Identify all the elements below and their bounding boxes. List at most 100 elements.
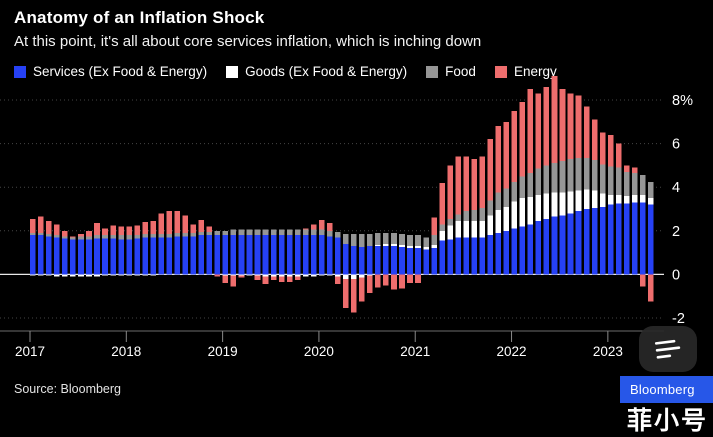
- bar-segment: [639, 274, 646, 287]
- bar-segment: [246, 229, 253, 236]
- bar-segment: [302, 229, 309, 236]
- y-tick-label: 8%: [672, 93, 693, 109]
- bar-segment: [511, 110, 518, 182]
- bar-segment: [70, 274, 76, 277]
- bar-segment: [126, 235, 132, 240]
- bar-segment: [583, 189, 590, 209]
- bar-segment: [30, 235, 36, 275]
- bar-segment: [343, 243, 349, 275]
- bar-segment: [326, 223, 333, 231]
- bar-segment: [407, 248, 413, 275]
- legend-item: Energy: [494, 64, 557, 79]
- legend-item: Services (Ex Food & Energy): [14, 64, 207, 79]
- bar-segment: [318, 235, 325, 275]
- bar-segment: [463, 211, 469, 221]
- bar-segment: [607, 194, 614, 205]
- bar-segment: [286, 274, 293, 277]
- bar-segment: [334, 276, 341, 285]
- bar-segment: [487, 200, 494, 216]
- bar-segment: [519, 102, 526, 177]
- bar-segment: [262, 276, 269, 285]
- bar-segment: [222, 230, 229, 236]
- bar-segment: [567, 158, 574, 192]
- bar-segment: [30, 218, 36, 233]
- bar-segment: [126, 226, 132, 236]
- bar-segment: [647, 204, 654, 275]
- bar-segment: [375, 232, 381, 245]
- bar-segment: [647, 198, 654, 205]
- bar-segment: [583, 157, 590, 190]
- bar-segment: [166, 237, 173, 275]
- bar-segment: [110, 274, 116, 276]
- bar-segment: [326, 236, 333, 275]
- bar-segment: [415, 235, 421, 247]
- bar-segment: [302, 274, 309, 277]
- bar-segment: [102, 235, 108, 239]
- bar-segment: [591, 207, 598, 275]
- watermark-text: 菲小号: [626, 407, 708, 435]
- bar-segment: [375, 246, 381, 275]
- bar-segment: [190, 232, 197, 237]
- x-tick-label: 2018: [111, 344, 141, 359]
- bar-segment: [343, 234, 349, 244]
- bar-segment: [166, 234, 173, 238]
- bar-segment: [639, 175, 646, 195]
- bar-segment: [198, 235, 205, 275]
- legend-item: Goods (Ex Food & Energy): [226, 64, 407, 79]
- bar-segment: [495, 232, 502, 275]
- bar-segment: [631, 173, 638, 195]
- legend-swatch: [494, 65, 507, 78]
- bar-segment: [94, 235, 100, 239]
- bar-segment: [479, 237, 486, 275]
- bar-segment: [479, 220, 486, 238]
- bar-segment: [294, 276, 301, 280]
- bar-segment: [94, 223, 100, 236]
- legend-label: Food: [445, 64, 476, 79]
- bar-segment: [623, 171, 630, 196]
- bar-segment: [623, 165, 630, 172]
- bar-segment: [70, 236, 76, 238]
- bar-segment: [583, 106, 590, 158]
- bar-segment: [423, 247, 429, 250]
- bar-segment: [254, 275, 261, 280]
- bar-segment: [575, 190, 582, 212]
- bar-segment: [431, 217, 437, 236]
- bar-segment: [158, 213, 165, 235]
- bar-segment: [431, 248, 437, 275]
- bar-segment: [503, 206, 510, 231]
- bar-segment: [142, 274, 148, 276]
- bar-segment: [70, 237, 76, 240]
- bar-segment: [334, 231, 341, 238]
- y-tick-label: 2: [672, 224, 680, 240]
- legend-swatch: [226, 65, 239, 78]
- share-button[interactable]: [639, 326, 697, 372]
- bar-segment: [78, 234, 84, 237]
- bar-segment: [415, 248, 421, 275]
- bar-segment: [383, 232, 389, 244]
- bar-segment: [134, 274, 140, 276]
- bar-segment: [126, 239, 132, 275]
- bar-segment: [158, 237, 165, 275]
- bar-segment: [86, 274, 92, 277]
- bar-segment: [310, 224, 317, 230]
- bar-segment: [423, 237, 429, 248]
- bar-segment: [527, 89, 534, 174]
- bar-segment: [46, 234, 52, 237]
- bar-segment: [431, 235, 437, 245]
- bar-segment: [30, 232, 36, 236]
- bar-segment: [78, 239, 84, 275]
- bar-segment: [294, 235, 301, 275]
- bar-segment: [62, 238, 68, 275]
- bar-segment: [575, 95, 582, 158]
- bar-segment: [599, 193, 606, 207]
- bar-segment: [439, 230, 445, 241]
- bar-segment: [647, 181, 654, 199]
- bar-segment: [631, 202, 638, 275]
- bar-segment: [214, 274, 221, 277]
- bar-segment: [463, 220, 469, 238]
- bar-segment: [318, 219, 325, 230]
- bar-segment: [246, 274, 253, 276]
- bar-segment: [479, 207, 486, 221]
- bar-segment: [302, 228, 309, 230]
- x-tick-label: 2017: [15, 344, 45, 359]
